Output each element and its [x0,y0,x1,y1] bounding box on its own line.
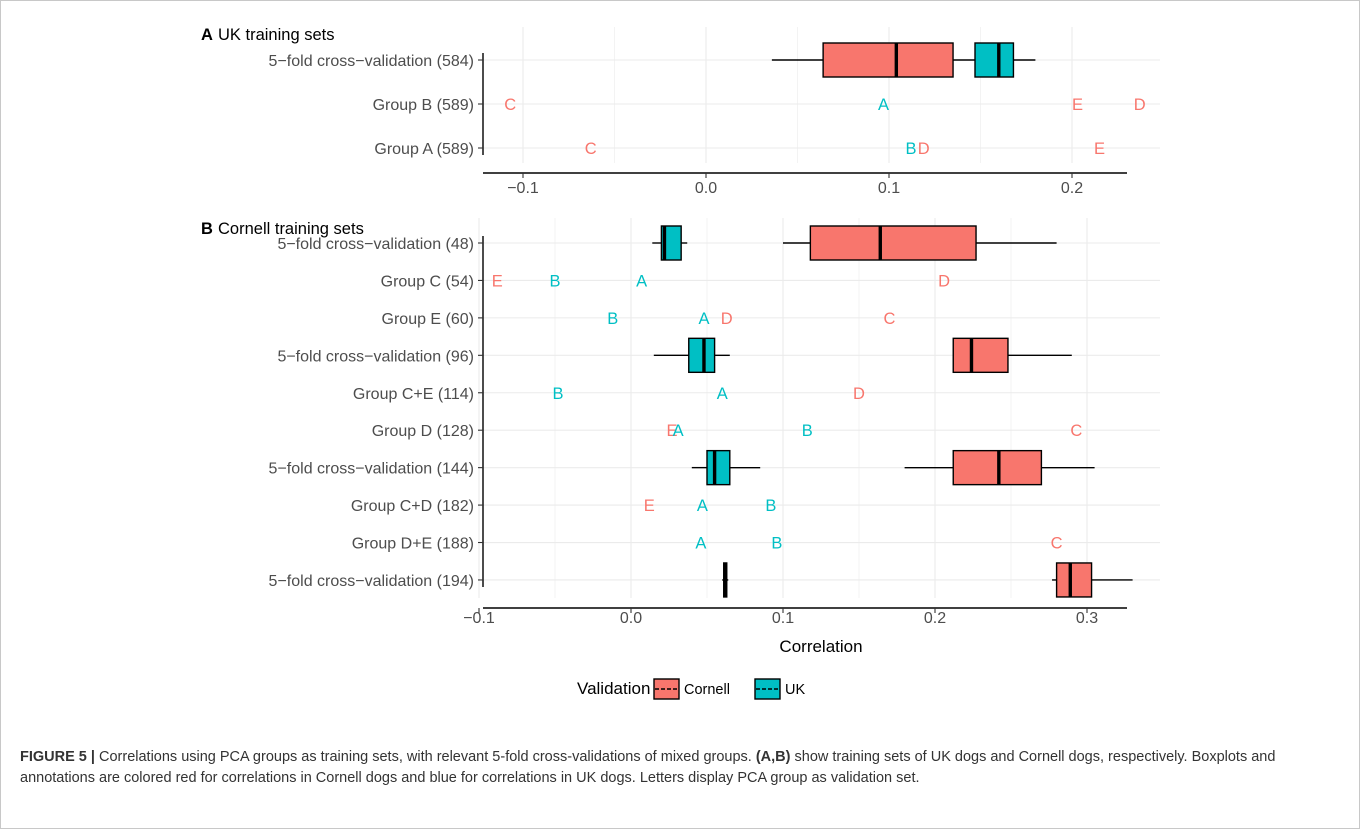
legend-key-cornell [653,678,680,700]
box-iqr [822,42,954,78]
panel-label: B [201,220,213,238]
panel-label: A [201,26,213,44]
validation-letter: A [717,385,728,403]
validation-letter: A [878,96,889,114]
validation-letter: D [721,310,733,328]
x-tick-label: 0.2 [1061,180,1083,197]
legend: Validation Cornell UK [577,678,805,700]
validation-letter: E [1094,140,1105,158]
boxplot-cornell [783,225,1057,261]
caption-label: FIGURE 5 | [20,749,95,765]
x-tick-label: −0.1 [507,180,539,197]
x-tick-label: −0.1 [463,610,495,627]
boxplot-uk [653,337,730,374]
caption-text-2: show training sets of UK dogs and Cornel… [20,749,1276,786]
validation-letter: A [673,422,684,440]
validation-letter: D [1134,96,1146,114]
validation-letter: A [697,497,708,515]
validation-letter: D [918,140,930,158]
box-iqr [660,225,682,261]
validation-letter: E [644,497,655,515]
boxplot-uk [722,562,729,598]
box-iqr [974,42,1015,78]
boxplot-uk [974,42,1036,78]
box-iqr [688,337,716,374]
legend-title: Validation [577,679,650,698]
validation-letter: B [607,310,618,328]
validation-letter: C [1051,535,1063,553]
box-iqr [809,225,977,261]
boxplot-cornell [1052,562,1133,598]
x-tick-label: 0.3 [1076,610,1098,627]
panel-title: Cornell training sets [218,220,364,238]
y-tick-label: 5−fold cross−validation (194) [269,573,474,590]
validation-letter: C [585,140,597,158]
validation-letter: E [1072,96,1083,114]
panel-b: −0.1 0.0 0.1 0.2 0.3B Cornell training sets5−… [201,218,1160,656]
legend-label: UK [785,682,805,698]
validation-letter: E [667,422,678,440]
boxplot-uk [652,225,688,261]
validation-letter: B [553,385,564,403]
validation-letter: D [938,272,950,290]
y-tick-label: 5−fold cross−validation (48) [277,236,474,253]
validation-letter: E [492,272,503,290]
x-tick-label: 0.0 [695,180,717,197]
caption-ref: (A,B) [755,749,791,765]
validation-letter: A [636,272,647,290]
x-tick-label: 0.1 [878,180,900,197]
x-tick-label: 0.0 [620,610,642,627]
box-iqr [952,337,1009,374]
boxplot-cornell [952,337,1072,374]
validation-letter: C [1070,422,1082,440]
y-tick-label: 5−fold cross−validation (144) [269,461,474,478]
validation-letter: B [771,535,782,553]
y-tick-label: Group E (60) [382,311,474,328]
box-iqr [706,449,731,486]
caption-text-1: Correlations using PCA groups as trainin… [94,749,756,765]
y-tick-label: Group D+E (188) [352,536,474,553]
validation-letter: C [504,96,516,114]
y-tick-label: Group C+E (114) [353,386,474,403]
panel-a: −0.1 0.0 0.1 0.2 A UK training sets 5−fold cro… [201,26,1160,197]
boxplot-uk [691,449,761,486]
validation-letter: C [883,310,895,328]
figure-caption: FIGURE 5 | Correlations using PCA groups… [20,747,1345,789]
validation-letter: D [853,385,865,403]
legend-key-uk [754,678,781,700]
validation-letter: B [549,272,560,290]
legend-label: Cornell [684,682,730,698]
y-tick-label: 5−fold cross−validation (96) [277,348,474,365]
x-axis-title: Correlation [779,637,862,656]
legend-swatch [653,678,680,700]
validation-letter: B [905,140,916,158]
y-tick-label: Group C (54) [381,273,474,290]
validation-letter: A [698,310,709,328]
x-tick-label: 0.2 [924,610,946,627]
y-tick-label: Group C+D (182) [351,498,474,515]
boxplot-cornell [771,42,976,78]
validation-letter: B [765,497,776,515]
y-tick-label: Group A (589) [374,141,474,158]
y-tick-label: Group B (589) [373,97,474,114]
validation-letter: B [802,422,813,440]
y-tick-label: 5−fold cross−validation (584) [269,53,474,70]
box-iqr [1055,562,1093,598]
x-tick-label: 0.1 [772,610,794,627]
panel-title: UK training sets [218,26,334,44]
y-tick-label: Group D (128) [372,423,474,440]
legend-swatch [754,678,781,700]
boxplot-cornell [904,449,1095,486]
validation-letter: A [695,535,706,553]
